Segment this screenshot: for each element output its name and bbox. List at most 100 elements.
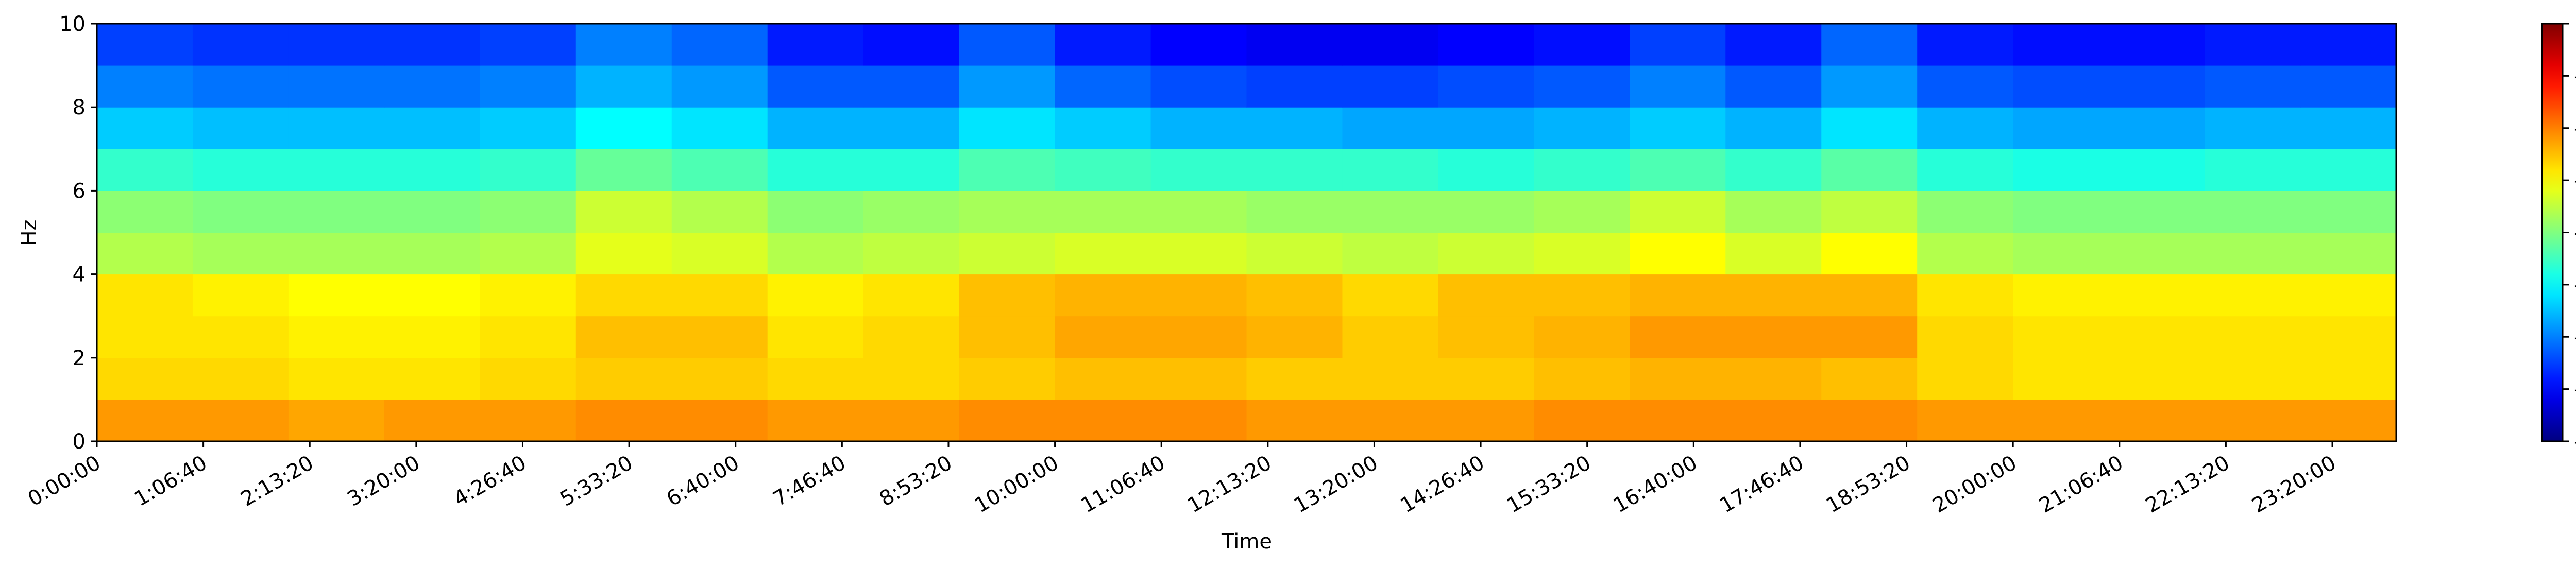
heatmap-cell (2205, 232, 2301, 275)
heatmap-cell (1821, 191, 1918, 233)
heatmap-cell (1917, 232, 2013, 275)
heatmap-cell (384, 316, 481, 358)
heatmap-cell (1917, 191, 2013, 233)
heatmap-cell (575, 65, 672, 108)
heatmap-cell (671, 399, 768, 442)
heatmap-cell (384, 149, 481, 191)
heatmap-cell (1246, 232, 1343, 275)
heatmap-cell (2109, 232, 2205, 275)
heatmap-cell (1821, 149, 1918, 191)
heatmap-cell (480, 107, 577, 149)
heatmap-cell (575, 274, 672, 317)
heatmap-cell (2300, 316, 2397, 358)
heatmap-cell (1342, 191, 1438, 233)
heatmap-cell (480, 149, 577, 191)
x-tick-label: 20:00:00 (1929, 451, 2021, 518)
heatmap-cell (1630, 149, 1726, 191)
heatmap-cell (192, 24, 289, 66)
heatmap-cell (1725, 191, 1822, 233)
heatmap-cell (1246, 316, 1343, 358)
x-tick-label: 11:06:40 (1077, 451, 1170, 518)
heatmap-cell (1630, 399, 1726, 442)
heatmap-cell (288, 149, 385, 191)
heatmap-cell (1246, 274, 1343, 317)
heatmap-cell (863, 24, 960, 66)
heatmap-cell (1150, 274, 1247, 317)
heatmap-cell (2109, 191, 2205, 233)
heatmap-cell (959, 191, 1056, 233)
x-tick-label: 15:33:20 (1503, 451, 1595, 518)
heatmap-cell (192, 399, 289, 442)
heatmap-cell (1630, 24, 1726, 66)
x-tick-label: 6:40:00 (663, 451, 743, 511)
heatmap-cell (2109, 274, 2205, 317)
heatmap-cell (480, 232, 577, 275)
x-axis-label: Time (1221, 530, 1272, 554)
heatmap-cell (1821, 65, 1918, 108)
heatmap-cell (1534, 232, 1630, 275)
heatmap-cell (1342, 316, 1438, 358)
heatmap-cell (959, 399, 1056, 442)
heatmap-cell (575, 149, 672, 191)
heatmap-cell (1534, 357, 1630, 400)
heatmap-cell (97, 24, 193, 66)
plot-frame (96, 23, 2397, 442)
heatmap-cell (97, 357, 193, 400)
heatmap-cell (288, 357, 385, 400)
y-axis-label: Hz (18, 219, 41, 246)
heatmap-cell (959, 316, 1056, 358)
heatmap-cell (1246, 191, 1343, 233)
heatmap-cell (1725, 149, 1822, 191)
heatmap-cell (1246, 24, 1343, 66)
heatmap-cell (671, 274, 768, 317)
heatmap-cell (863, 232, 960, 275)
heatmap-cell (2013, 357, 2109, 400)
heatmap-cell (2300, 232, 2397, 275)
heatmap-cell (480, 65, 577, 108)
heatmap-cell (192, 149, 289, 191)
x-tick-label: 4:26:40 (450, 451, 531, 511)
heatmap-cell (671, 24, 768, 66)
heatmap-cell (1725, 316, 1822, 358)
heatmap-cell (1534, 149, 1630, 191)
heatmap-cell (1342, 399, 1438, 442)
x-tick-label: 2:13:20 (237, 451, 318, 511)
heatmap-cell (2013, 232, 2109, 275)
heatmap-cell (1630, 65, 1726, 108)
y-tick-label: 6 (73, 179, 86, 203)
heatmap-cell (1725, 65, 1822, 108)
heatmap-cell (288, 316, 385, 358)
heatmap-cell (1917, 274, 2013, 317)
heatmap-cell (2205, 149, 2301, 191)
heatmap-cell (671, 357, 768, 400)
heatmap-cell (1246, 357, 1343, 400)
heatmap-cell (671, 316, 768, 358)
heatmap-cell (1821, 107, 1918, 149)
heatmap-cell (192, 357, 289, 400)
heatmap-cell (1055, 399, 1151, 442)
heatmap-cell (2109, 107, 2205, 149)
heatmap-cell (1055, 191, 1151, 233)
heatmap-cell (1055, 149, 1151, 191)
heatmap-cell (1150, 149, 1247, 191)
heatmap-cell (575, 232, 672, 275)
heatmap-cell (671, 149, 768, 191)
heatmap-cell (767, 399, 864, 442)
heatmap-cell (1342, 107, 1438, 149)
heatmap-cell (767, 357, 864, 400)
heatmap-cell (1630, 316, 1726, 358)
heatmap-cell (1438, 357, 1534, 400)
heatmap-cell (192, 232, 289, 275)
heatmap-cell (959, 149, 1056, 191)
heatmap-cell (959, 24, 1056, 66)
heatmap-cell (767, 191, 864, 233)
heatmap-cell (480, 316, 577, 358)
heatmap-cell (1821, 399, 1918, 442)
heatmap-cell (863, 65, 960, 108)
heatmap-cell (1725, 274, 1822, 317)
heatmap-cell (97, 107, 193, 149)
heatmap-cell (2300, 107, 2397, 149)
heatmap-cell (97, 149, 193, 191)
heatmap-cell (1630, 232, 1726, 275)
heatmap-cell (767, 316, 864, 358)
